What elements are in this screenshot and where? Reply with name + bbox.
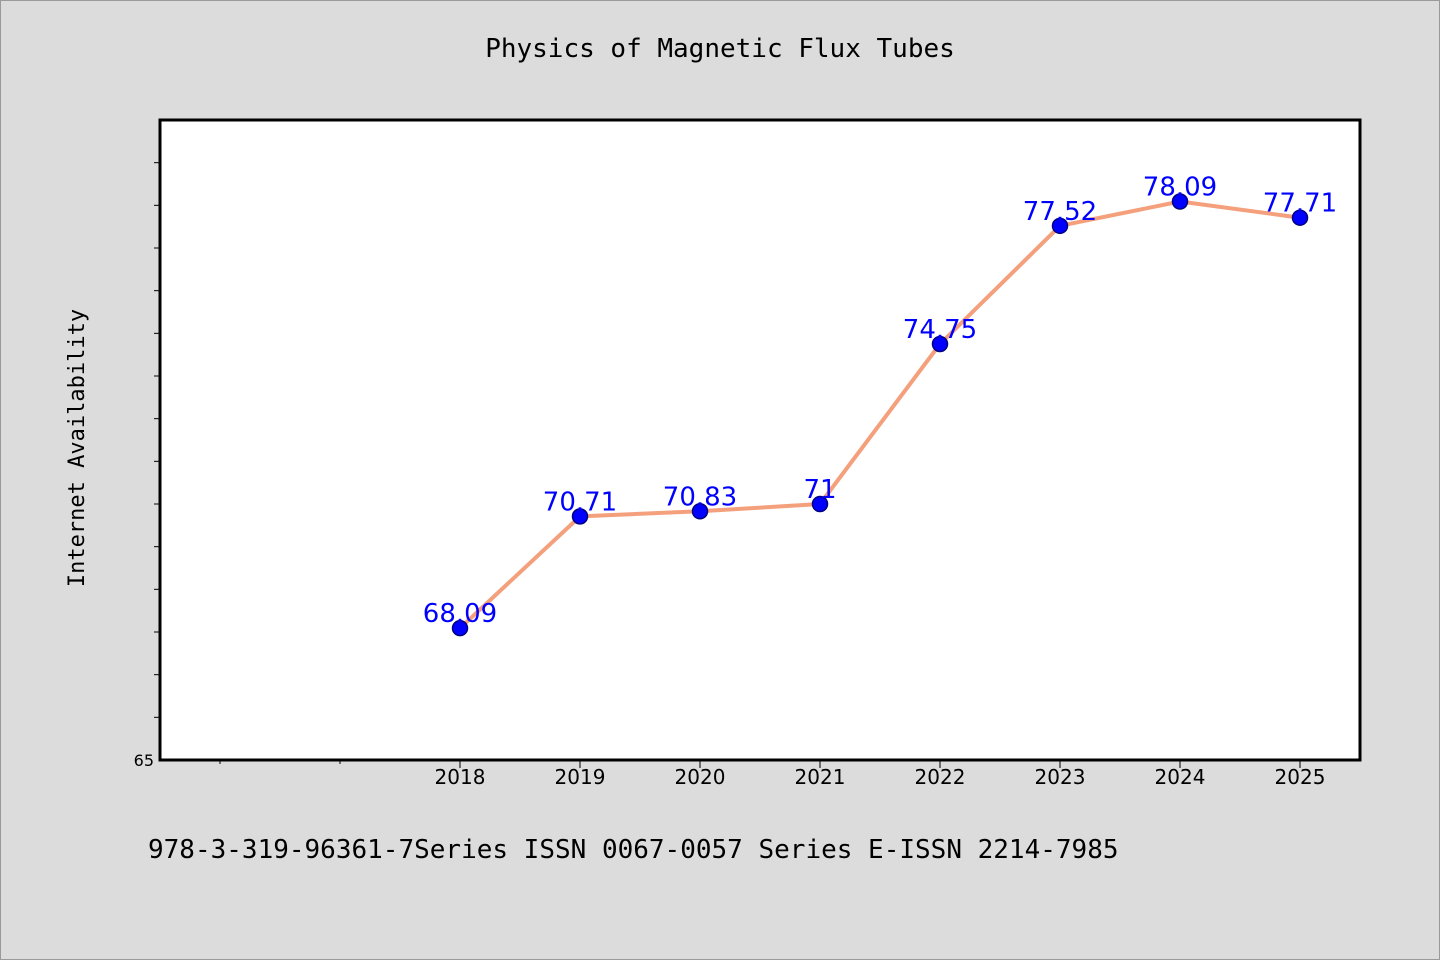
series-group: 68.09 70.71 70.83 71 74.75 77.52 78.09 77.71: [423, 172, 1337, 637]
x-tick-label: 2021: [795, 765, 846, 789]
x-tick-label: 2018: [435, 765, 486, 789]
x-tick-label: 2023: [1035, 765, 1086, 789]
data-label: 77.52: [1023, 197, 1097, 227]
data-label: 70.83: [663, 482, 737, 512]
data-point: [1171, 193, 1189, 210]
data-point: [691, 503, 709, 520]
data-point: [931, 335, 949, 353]
axis-ticks: [154, 162, 1301, 768]
data-label: 70.71: [543, 487, 617, 517]
data-point: [811, 495, 829, 513]
x-tick-label: 2020: [675, 765, 726, 789]
series-line: [458, 199, 1301, 630]
data-label: 68.09: [423, 599, 497, 629]
y-tick-label: 65: [134, 751, 154, 770]
data-label: 71: [803, 475, 836, 505]
data-label: 74.75: [903, 315, 977, 345]
data-point: [571, 508, 589, 525]
data-point: [1051, 217, 1069, 235]
data-label: 77.71: [1263, 189, 1337, 219]
x-tick-label: 2025: [1275, 765, 1326, 789]
isbn-issn-footer: 978-3-319-96361-7Series ISSN 0067-0057 S…: [148, 835, 1119, 865]
chart-title: Physics of Magnetic Flux Tubes: [485, 34, 955, 64]
x-tick-label: 2019: [555, 765, 606, 789]
y-tick-labels: 65: [134, 751, 154, 770]
data-point: [451, 619, 469, 637]
data-label: 78.09: [1143, 172, 1217, 202]
x-tick-labels: 2018 2019 2020 2021 2022 2023 2024 2025: [435, 765, 1326, 789]
data-point: [1291, 209, 1309, 226]
y-axis-label: Internet Availability: [65, 309, 90, 587]
x-tick-label: 2022: [915, 765, 966, 789]
x-tick-label: 2024: [1155, 765, 1206, 789]
plot-area: [158, 118, 1362, 762]
